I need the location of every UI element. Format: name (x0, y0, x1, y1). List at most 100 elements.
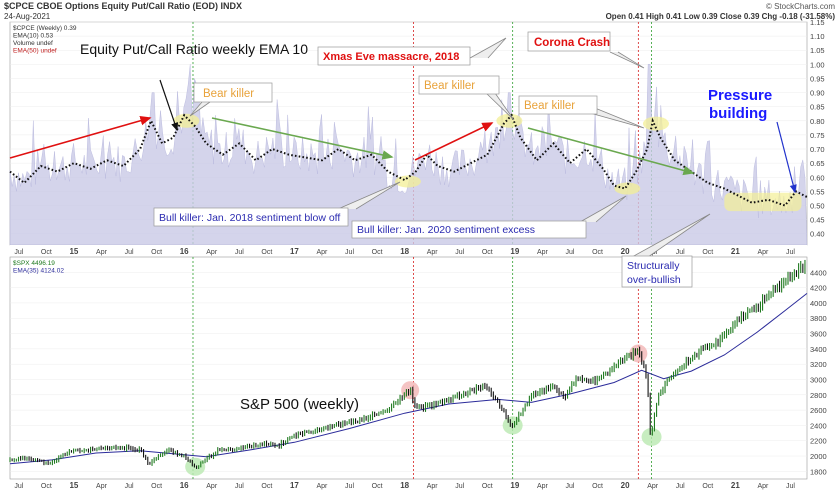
put-call-y-tick-label: 0.40 (810, 230, 825, 239)
put-call-y-tick-label: 0.70 (810, 145, 825, 154)
put-call-x-tick-label: Jul (566, 249, 575, 256)
spx-x-tick-label: Jul (455, 483, 464, 490)
spx-x-tick-label: Apr (317, 483, 329, 490)
building-label: building (709, 105, 767, 122)
structurally-leader (631, 213, 711, 258)
spx-plot-frame (9, 256, 808, 480)
bull-killer-highlight (614, 182, 641, 195)
bull-killer-2-leader (579, 195, 627, 223)
spx-y-tick-label: 3200 (810, 360, 827, 369)
put-call-y-tick-label: 0.85 (810, 103, 825, 112)
spx-x-ticks: Jul Oct 15 Apr Jul Oct 16 Apr Jul Oct 17 Apr Jul Oct 1… (14, 481, 795, 490)
spx-x-tick-label: Jul (786, 483, 795, 490)
put-call-y-tick-label: 0.45 (810, 216, 825, 225)
put-call-x-tick-label: Jul (125, 249, 134, 256)
spx-y-tick-label: 3600 (810, 330, 827, 339)
spx-y-ticks: 4400 4200 4000 3800 3600 3400 3200 3000 2800 2600… (810, 268, 827, 476)
spx-x-tick-label: 15 (69, 481, 78, 490)
put-call-x-tick-label: Oct (702, 249, 713, 256)
corona-callout-leader (609, 51, 645, 69)
put-call-x-tick-label: Oct (261, 249, 272, 256)
put-call-y-tick-label: 0.90 (810, 89, 825, 98)
ohlc-readout: Open 0.41 High 0.41 Low 0.39 Close 0.39 … (606, 12, 836, 21)
put-call-x-axis-band (10, 245, 807, 257)
spx-x-tick-label: Jul (566, 483, 575, 490)
bear-killer-highlight (642, 116, 669, 131)
bear-killer-2-box (418, 75, 500, 95)
spx-x-tick-label: Jul (125, 483, 134, 490)
spx-weekly-bars (9, 259, 806, 470)
chart-title: $CPCE CBOE Options Equity Put/Call Ratio… (4, 1, 242, 11)
spx-y-tick-label: 4400 (810, 268, 827, 277)
put-call-x-tick-label: Jul (235, 249, 244, 256)
spx-y-tick-label: 3400 (810, 345, 827, 354)
spx-y-tick-label: 2200 (810, 437, 827, 446)
spx-x-tick-label: 18 (400, 481, 409, 490)
spx-ema35-line (9, 293, 808, 465)
spx-y-tick-label: 4000 (810, 299, 827, 308)
put-call-x-tick-label: Jul (455, 249, 464, 256)
spx-x-tick-label: Apr (757, 483, 769, 490)
put-call-legend-entry: EMA(50) undef (13, 48, 57, 55)
structurally-box (621, 255, 693, 288)
green-downtrend-arrow-1 (211, 117, 394, 160)
put-call-y-tick-label: 0.50 (810, 201, 825, 210)
bear-killer-3-label: Bear killer (524, 100, 575, 112)
put-call-x-tick-label: Oct (372, 249, 383, 256)
spx-y-tick-label: 3000 (810, 375, 827, 384)
put-call-x-tick-label: Oct (41, 249, 52, 256)
put-call-x-tick-label: Jul (14, 249, 23, 256)
put-call-x-tick-label: Jul (676, 249, 685, 256)
bull-killer-2-box (351, 220, 587, 239)
spx-y-tick-label: 2400 (810, 421, 827, 430)
put-call-y-tick-label: 0.65 (810, 159, 825, 168)
blue-pressure-arrow (776, 121, 797, 194)
bear-killer-2-leader (485, 92, 515, 121)
put-call-y-tick-label: 1.00 (810, 60, 825, 69)
put-call-y-tick-label: 1.10 (810, 32, 825, 41)
put-call-x-tick-label: Apr (317, 249, 329, 256)
put-call-y-tick-label: 1.05 (810, 46, 825, 55)
red-uptrend-arrow-1 (9, 116, 152, 159)
bear-killer-2-label: Bear killer (424, 80, 475, 92)
sp500-label: S&P 500 (weekly) (240, 396, 359, 413)
spx-legend-entry: $SPX 4496.19 (13, 260, 55, 267)
spx-x-tick-label: 16 (180, 481, 189, 490)
spx-y-tick-label: 3800 (810, 314, 827, 323)
put-call-x-tick-label: 18 (400, 247, 409, 256)
ema10-dotted-line (9, 113, 808, 207)
green-downtrend-arrow-2 (527, 127, 695, 176)
bear-killer-1-leader (189, 101, 211, 117)
spx-x-tick-label: Apr (647, 483, 659, 490)
bear-killer-3-leader (589, 105, 645, 129)
spx-event-vertical-lines (192, 257, 652, 479)
put-call-x-tick-label: Jul (786, 249, 795, 256)
spx-x-tick-label: Oct (592, 483, 603, 490)
put-call-legend-entry: Volume undef (13, 40, 53, 47)
spx-x-tick-label: Apr (206, 483, 218, 490)
spx-y-tick-label: 2600 (810, 406, 827, 415)
put-call-legend-entry: EMA(10) 0.53 (13, 33, 53, 40)
watermark: © StockCharts.com (766, 2, 835, 11)
bear-killer-1-box (193, 82, 273, 103)
spx-x-tick-label: Apr (427, 483, 439, 490)
put-call-x-tick-label: Jul (345, 249, 354, 256)
spx-panel: 4400 4200 4000 3800 3600 3400 3200 3000 2800 2600… (9, 256, 827, 480)
put-call-y-tick-label: 0.80 (810, 117, 825, 126)
spx-top-highlight (629, 344, 648, 363)
bear-killer-1-label: Bear killer (203, 88, 254, 100)
spx-x-tick-label: 19 (510, 481, 519, 490)
put-call-x-tick-label: 15 (69, 247, 78, 256)
put-call-x-tick-label: 20 (621, 247, 630, 256)
spx-x-tick-label: Apr (96, 483, 108, 490)
spx-bottom-highlight (641, 427, 662, 446)
bear-killer-highlight (173, 113, 200, 128)
spx-x-tick-label: Oct (261, 483, 272, 490)
spx-x-tick-label: Jul (235, 483, 244, 490)
xmas-callout: Xmas Eve massacre, 2018 (323, 51, 459, 63)
spx-y-tick-label: 1800 (810, 467, 827, 476)
put-call-x-tick-label: 16 (180, 247, 189, 256)
